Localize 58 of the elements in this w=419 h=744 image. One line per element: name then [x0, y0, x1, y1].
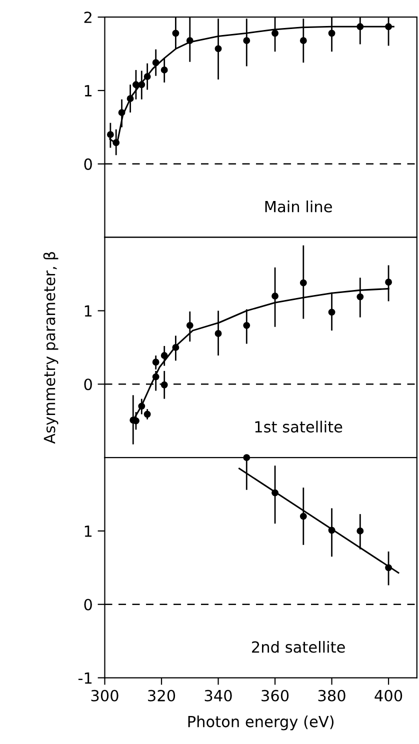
point — [186, 322, 194, 329]
point — [138, 402, 146, 410]
point — [138, 81, 146, 88]
point — [272, 489, 278, 496]
point — [243, 37, 250, 44]
point — [356, 23, 364, 30]
point — [160, 352, 168, 359]
annotation: 2nd satellite — [252, 640, 345, 653]
point — [118, 109, 126, 116]
x-tick-label: 400 — [374, 690, 402, 702]
y-tick-label: 0 — [84, 598, 92, 610]
point — [172, 30, 180, 37]
point — [300, 279, 307, 286]
point — [160, 381, 168, 388]
point — [356, 527, 364, 534]
y-tick-label: 2 — [84, 12, 92, 23]
y-tick-label: 1 — [84, 85, 92, 96]
point — [356, 293, 364, 300]
point — [152, 373, 160, 380]
point — [385, 278, 392, 286]
point — [214, 330, 222, 337]
x-tick-label: 320 — [148, 690, 176, 702]
y-tick-label: 0 — [84, 378, 92, 390]
point — [300, 37, 307, 44]
x-tick-label: 380 — [318, 690, 346, 702]
point — [385, 23, 392, 30]
point — [132, 81, 140, 88]
y-tick-label: 1 — [84, 526, 92, 537]
point — [106, 131, 114, 138]
point — [300, 512, 307, 520]
y-tick-label: 1 — [84, 305, 92, 317]
point — [272, 30, 278, 37]
point — [152, 59, 160, 66]
point — [152, 358, 160, 366]
point — [328, 526, 336, 534]
point — [243, 322, 250, 329]
point — [172, 344, 180, 351]
point — [328, 30, 336, 37]
annotation: Main line — [265, 200, 332, 212]
x-axis-title: Photon energy (eV) — [188, 715, 334, 730]
point — [272, 292, 278, 300]
point — [214, 45, 222, 52]
x-tick-label: 340 — [204, 690, 232, 702]
point — [186, 37, 194, 44]
y-tick-label: -1 — [78, 672, 92, 684]
point — [328, 308, 336, 316]
x-tick-label: 360 — [262, 690, 289, 702]
x-tick-label: 300 — [91, 690, 118, 702]
point — [112, 139, 120, 146]
point — [144, 410, 151, 418]
point — [144, 73, 151, 80]
y-axis-title: Asymmetry parameter, β — [43, 252, 58, 444]
y-tick-label: 0 — [84, 158, 92, 170]
point — [160, 66, 168, 74]
point — [385, 564, 392, 572]
annotation: 1st satellite — [255, 420, 342, 433]
point — [126, 95, 134, 102]
point — [243, 454, 250, 462]
